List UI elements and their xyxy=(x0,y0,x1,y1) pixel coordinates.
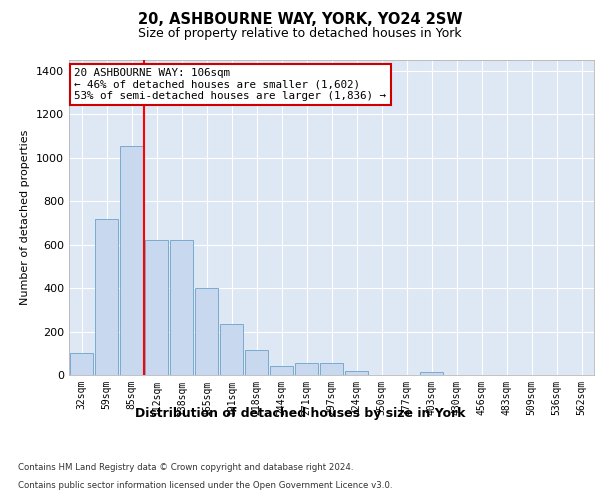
Text: Contains HM Land Registry data © Crown copyright and database right 2024.: Contains HM Land Registry data © Crown c… xyxy=(18,464,353,472)
Bar xyxy=(95,218,118,375)
Bar xyxy=(345,370,368,375)
Bar xyxy=(145,240,168,375)
Bar xyxy=(320,363,343,375)
Text: 20 ASHBOURNE WAY: 106sqm
← 46% of detached houses are smaller (1,602)
53% of sem: 20 ASHBOURNE WAY: 106sqm ← 46% of detach… xyxy=(74,68,386,101)
Text: Size of property relative to detached houses in York: Size of property relative to detached ho… xyxy=(138,28,462,40)
Bar xyxy=(70,354,93,375)
Bar xyxy=(195,288,218,375)
Text: Distribution of detached houses by size in York: Distribution of detached houses by size … xyxy=(135,408,465,420)
Bar xyxy=(420,372,443,375)
Bar xyxy=(270,366,293,375)
Y-axis label: Number of detached properties: Number of detached properties xyxy=(20,130,31,305)
Text: Contains public sector information licensed under the Open Government Licence v3: Contains public sector information licen… xyxy=(18,481,392,490)
Bar xyxy=(245,350,268,375)
Bar xyxy=(220,324,243,375)
Text: 20, ASHBOURNE WAY, YORK, YO24 2SW: 20, ASHBOURNE WAY, YORK, YO24 2SW xyxy=(138,12,462,28)
Bar xyxy=(295,363,318,375)
Bar xyxy=(120,146,143,375)
Bar xyxy=(170,240,193,375)
